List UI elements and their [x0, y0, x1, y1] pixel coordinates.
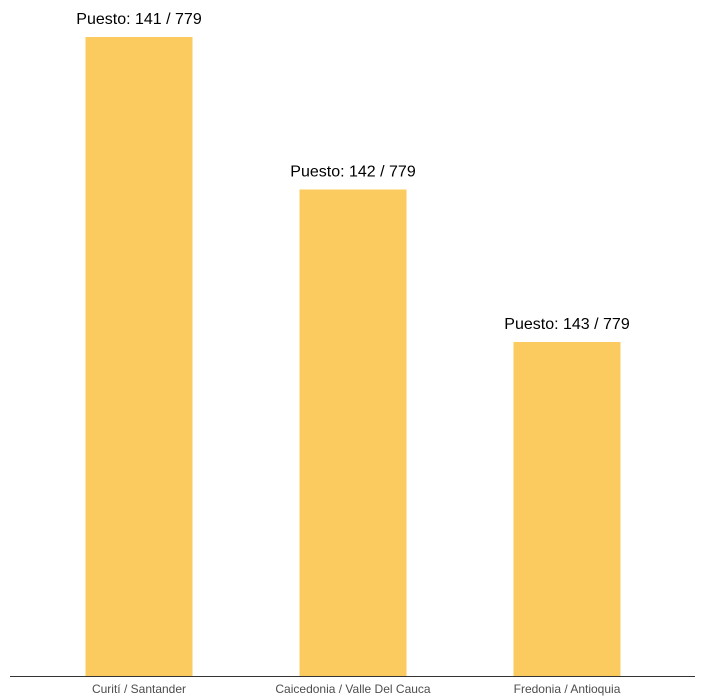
data-labels-group: Puesto: 141 / 779 Puesto: 142 / 779 Puesto…	[76, 11, 630, 333]
x-tick-label-3: Fredonia / Antioquia	[514, 682, 621, 696]
x-tick-label-1: Curití / Santander	[92, 682, 186, 696]
bar-data-label-1: Puesto: 141 / 779	[76, 11, 202, 28]
bars-group	[85, 37, 621, 676]
x-tick-label-2: Caicedonia / Valle Del Cauca	[275, 682, 431, 696]
bar-1	[85, 37, 193, 676]
bar-data-label-2: Puesto: 142 / 779	[290, 164, 416, 181]
x-tick-labels-group: Curití / Santander Caicedonia / Valle Del…	[92, 682, 621, 696]
bar-data-label-3: Puesto: 143 / 779	[504, 316, 630, 333]
bar-2	[299, 189, 407, 676]
bar-3	[513, 342, 621, 676]
